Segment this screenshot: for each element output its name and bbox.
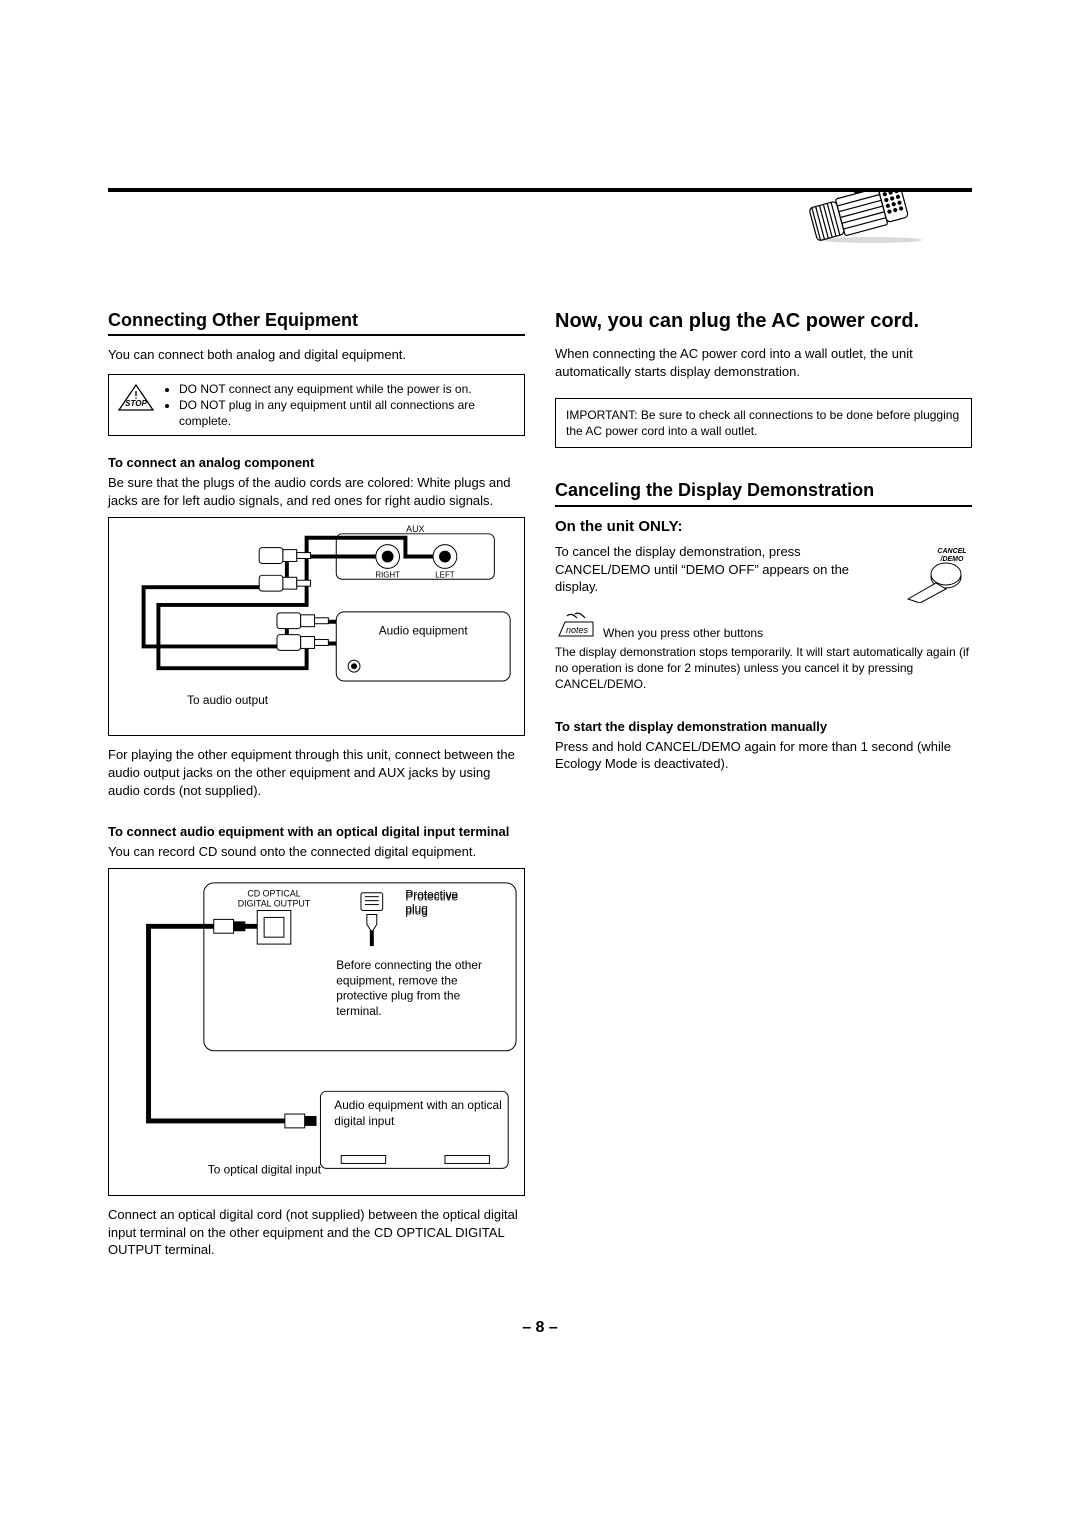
optical-intro: You can record CD sound onto the connect… <box>108 843 525 861</box>
optical-heading: To connect audio equipment with an optic… <box>108 823 525 841</box>
right-column: Now, you can plug the AC power cord. Whe… <box>555 308 972 1267</box>
notes-row: notes When you press other buttons <box>555 612 972 642</box>
left-title: Connecting Other Equipment <box>108 308 525 336</box>
aux-label: AUX <box>406 524 424 534</box>
right-intro: When connecting the AC power cord into a… <box>555 345 972 380</box>
cancel-row: To cancel the display demonstration, pre… <box>555 543 972 608</box>
cancel-body: To cancel the display demonstration, pre… <box>555 543 888 596</box>
on-unit-only: On the unit ONLY: <box>555 517 972 537</box>
manual-body: Press and hold CANCEL/DEMO again for mor… <box>555 738 972 773</box>
svg-text:plug: plug <box>405 902 427 916</box>
analog-body: Be sure that the plugs of the audio cord… <box>108 474 525 509</box>
notes-icon: notes <box>555 612 599 642</box>
cancel-demo-button-icon: CANCEL /DEMO <box>902 543 972 608</box>
notes-body: The display demonstration stops temporar… <box>555 644 972 693</box>
svg-text:CANCEL: CANCEL <box>937 548 966 555</box>
warning-list: DO NOT connect any equipment while the p… <box>165 381 518 430</box>
cancel-title: Canceling the Display Demonstration <box>555 478 972 506</box>
svg-text:DIGITAL OUTPUT: DIGITAL OUTPUT <box>238 899 311 909</box>
warn-item-1: DO NOT connect any equipment while the p… <box>179 381 518 397</box>
svg-text:LEFT: LEFT <box>435 570 454 579</box>
manual-heading: To start the display demonstration manua… <box>555 718 972 736</box>
page-number: – 8 – <box>108 1317 972 1339</box>
svg-text:Protective: Protective <box>405 888 458 902</box>
optical-after: Connect an optical digital cord (not sup… <box>108 1206 525 1259</box>
two-column-layout: Connecting Other Equipment You can conne… <box>108 308 972 1267</box>
svg-text:RIGHT: RIGHT <box>375 570 400 579</box>
svg-text:STOP: STOP <box>125 399 147 408</box>
header-area <box>108 188 972 268</box>
important-box: IMPORTANT: Be sure to check all connecti… <box>555 398 972 448</box>
left-intro: You can connect both analog and digital … <box>108 346 525 364</box>
warn-item-2: DO NOT plug in any equipment until all c… <box>179 397 518 429</box>
analog-diagram: AUX RIGHT LEFT Audio equipment <box>108 517 525 736</box>
stop-icon: STOP <box>115 381 157 430</box>
optical-diagram: CD OPTICAL DIGITAL OUTPUT Protectiveplug… <box>108 868 525 1196</box>
svg-text:CD OPTICAL: CD OPTICAL <box>247 889 300 899</box>
notes-lead: When you press other buttons <box>603 625 763 641</box>
analog-heading: To connect an analog component <box>108 454 525 472</box>
svg-text:Audio equipment: Audio equipment <box>379 624 469 638</box>
accordion-character-icon <box>792 188 972 243</box>
analog-after: For playing the other equipment through … <box>108 746 525 799</box>
svg-text:notes: notes <box>566 625 589 635</box>
warning-box: STOP DO NOT connect any equipment while … <box>108 374 525 437</box>
right-title: Now, you can plug the AC power cord. <box>555 308 972 335</box>
svg-text:/DEMO: /DEMO <box>940 556 965 563</box>
left-column: Connecting Other Equipment You can conne… <box>108 308 525 1267</box>
svg-text:To optical digital input: To optical digital input <box>208 1162 322 1176</box>
svg-text:To audio output: To audio output <box>187 693 269 707</box>
